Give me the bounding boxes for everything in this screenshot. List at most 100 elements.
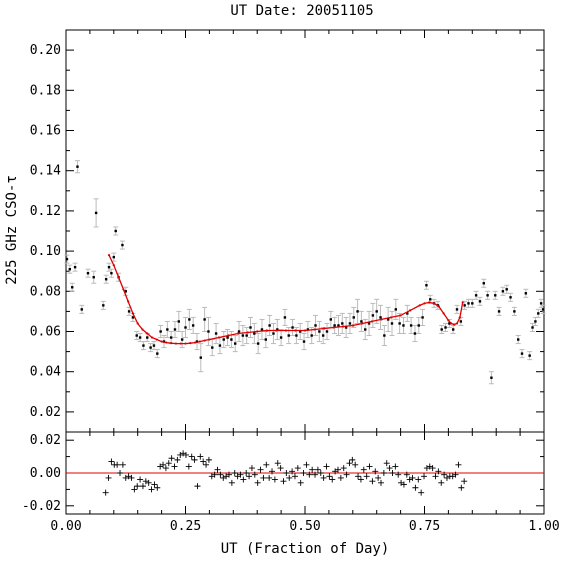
data-point (102, 304, 105, 307)
data-point (272, 332, 275, 335)
data-point (494, 294, 497, 297)
fit-point (442, 312, 445, 315)
data-point (226, 336, 229, 339)
residual-point (254, 479, 261, 486)
data-point (329, 318, 333, 321)
data-point (166, 328, 169, 331)
fit-point (370, 320, 374, 323)
data-point (531, 326, 534, 329)
data-point (406, 312, 409, 315)
residual-point (114, 461, 121, 468)
data-point (94, 211, 98, 215)
residual-point (248, 465, 255, 472)
data-point (516, 338, 520, 341)
fit-point (155, 338, 158, 341)
data-point (386, 318, 390, 321)
residual-point (203, 461, 210, 468)
data-point (218, 344, 222, 347)
main-y-tick-label: 0.04 (30, 365, 61, 380)
residual-point (177, 451, 184, 458)
fit-point (409, 309, 412, 312)
data-point (112, 255, 115, 259)
data-point (207, 330, 210, 333)
residual-point (243, 470, 250, 476)
data-point (364, 328, 367, 331)
residual-point (340, 465, 347, 472)
fit-point (174, 342, 178, 345)
data-point (310, 334, 313, 337)
data-point (260, 328, 264, 331)
data-point (295, 334, 298, 337)
residual-point (171, 463, 178, 470)
data-point (505, 288, 508, 291)
data-point (241, 334, 245, 337)
data-point (237, 330, 241, 333)
fit-point (351, 324, 354, 327)
residual-point (220, 474, 227, 481)
data-point (463, 304, 466, 307)
data-point (360, 320, 363, 323)
main-y-axis: 0.02 0.04 0.06 0.08 0.10 0.12 0.14 0.16 0.18 0.20 (30, 43, 544, 420)
residual-y-axis: 0.02 0.00 -0.02 (22, 433, 544, 514)
residual-point (208, 473, 215, 480)
fit-point (184, 342, 187, 345)
fit-point (342, 325, 345, 328)
residual-point (134, 483, 141, 490)
residual-point (137, 476, 144, 483)
data-point (314, 324, 317, 327)
data-point (383, 334, 386, 337)
data-point (234, 342, 237, 345)
data-point (264, 338, 268, 341)
residual-point (357, 476, 364, 483)
data-point (417, 324, 420, 327)
data-point (474, 294, 478, 297)
x-tick-label: 0.25 (170, 519, 201, 534)
data-point (159, 330, 162, 333)
data-point (124, 290, 127, 293)
residual-point (334, 466, 341, 473)
residual-point (352, 461, 359, 468)
residual-point (312, 471, 319, 478)
fit-point (458, 316, 461, 319)
data-point (230, 338, 233, 341)
main-y-tick-label: 0.12 (30, 204, 61, 219)
data-point (92, 276, 95, 279)
data-point (214, 332, 218, 335)
residual-point (277, 465, 284, 472)
data-point (429, 298, 432, 301)
residual-point (400, 481, 407, 488)
residual-point (131, 486, 138, 493)
fit-point (380, 318, 383, 321)
data-point (448, 322, 451, 325)
residual-point (438, 479, 445, 486)
fit-point (170, 342, 173, 345)
data-point (302, 340, 306, 343)
residual-point (271, 476, 278, 483)
fit-point (117, 276, 120, 279)
fit-point (399, 314, 402, 317)
residual-point (165, 460, 172, 467)
residual-point (363, 473, 370, 480)
data-point (86, 272, 90, 275)
data-point (409, 324, 413, 327)
data-point (520, 352, 524, 355)
x-tick-label: 1.00 (528, 519, 559, 534)
x-tick-label: 0.75 (409, 519, 440, 534)
residual-point (197, 453, 204, 460)
fit-point (208, 338, 211, 341)
main-y-tick-label: 0.18 (30, 83, 61, 98)
residual-point (443, 474, 450, 481)
data-point (73, 265, 77, 269)
data-point (184, 326, 187, 329)
data-point (528, 354, 531, 357)
residual-point (458, 484, 465, 491)
main-y-tick-label: 0.14 (30, 164, 61, 179)
fit-point (160, 340, 163, 343)
residual-point (461, 478, 468, 485)
residual-point (392, 463, 399, 470)
residual-point (191, 456, 198, 463)
residual-point (151, 481, 158, 488)
data-point (534, 320, 537, 323)
data-point (471, 302, 474, 305)
fit-point (423, 302, 426, 305)
